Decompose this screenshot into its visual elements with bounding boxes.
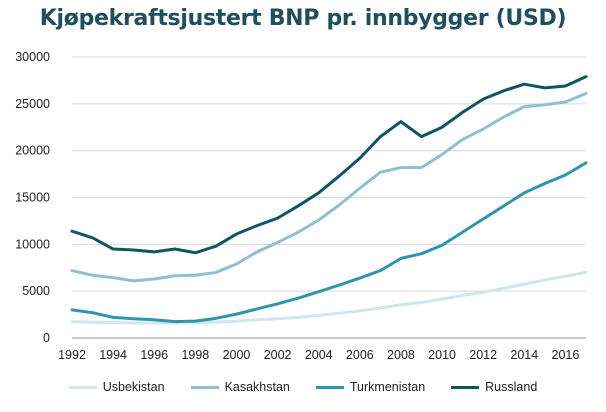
series-line-russland (70, 75, 588, 255)
x-tick-label: 1996 (140, 348, 168, 362)
legend-item: Turkmenistan (315, 380, 426, 394)
y-tick-label: 30000 (15, 50, 50, 64)
x-tick-label: 2006 (346, 348, 374, 362)
x-tick-label: 2008 (387, 348, 415, 362)
y-tick-label: 5000 (22, 284, 50, 298)
chart-title: Kjøpekraftsjustert BNP pr. innbygger (US… (39, 6, 567, 31)
legend-item: Kasakhstan (190, 380, 290, 394)
legend: Usbekistan Kasakhstan Turkmenistan Russland (0, 380, 606, 394)
y-tick-label: 25000 (15, 97, 50, 111)
x-tick-label: 1992 (58, 348, 86, 362)
x-tick-label: 2000 (223, 348, 251, 362)
x-tick-label: 2010 (428, 348, 456, 362)
legend-label: Kasakhstan (224, 380, 290, 394)
legend-item: Usbekistan (68, 380, 165, 394)
series-line-usbekistan (70, 270, 588, 325)
y-tick-label: 20000 (15, 144, 50, 158)
legend-swatch (315, 385, 344, 389)
legend-swatch (68, 385, 97, 389)
y-tick-label: 15000 (15, 191, 50, 205)
x-tick-label: 1994 (99, 348, 127, 362)
legend-label: Usbekistan (102, 380, 165, 394)
x-tick-label: 2016 (552, 348, 580, 362)
y-tick-label: 10000 (15, 237, 50, 251)
x-tick-label: 2014 (510, 348, 538, 362)
legend-swatch (451, 385, 480, 389)
series-line-kasakhstan (70, 92, 588, 283)
x-tick-label: 1998 (181, 348, 209, 362)
legend-item: Russland (451, 380, 537, 394)
y-tick-label: 0 (43, 331, 50, 345)
x-tick-label: 2004 (305, 348, 333, 362)
series-line-turkmenistan (70, 161, 588, 324)
x-tick-label: 2012 (469, 348, 497, 362)
legend-label: Russland (485, 380, 538, 394)
legend-swatch (190, 385, 219, 389)
x-tick-label: 2002 (264, 348, 292, 362)
legend-label: Turkmenistan (349, 380, 426, 394)
